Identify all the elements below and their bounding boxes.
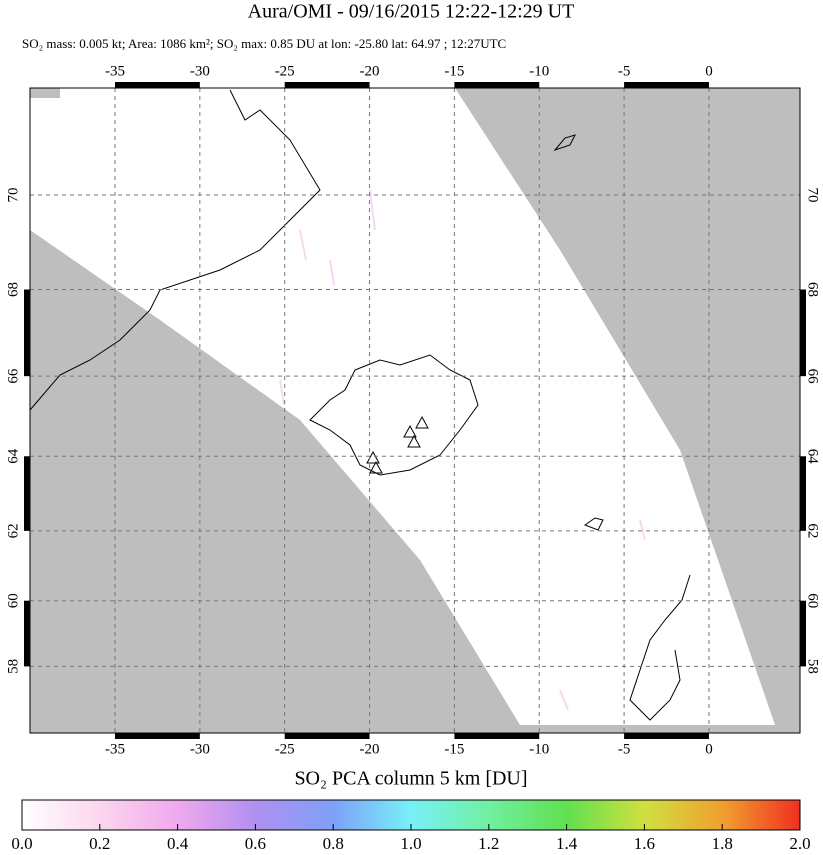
lon-tick-label-bottom: 0 [705, 741, 713, 757]
graticule [30, 88, 800, 733]
colorbar-tick-label: 0.6 [245, 834, 266, 853]
frame-bar [624, 733, 709, 739]
frame-bar [284, 733, 370, 739]
lon-tick-label-bottom: -20 [360, 741, 380, 757]
lon-tick-label-bottom: -25 [275, 741, 295, 757]
lat-tick-label-right: 62 [805, 523, 821, 538]
colorbar-tick-label: 1.6 [634, 834, 655, 853]
faroe-scotland-coast [583, 517, 691, 721]
frame-bar [454, 733, 540, 739]
map-frame [29, 87, 801, 734]
lon-tick-label-top: -20 [360, 63, 380, 79]
lon-tick-label-top: -10 [529, 63, 549, 79]
lat-tick-label-right: 66 [805, 369, 821, 385]
lon-tick-label-top: -35 [105, 63, 125, 79]
lat-tick-label-right: 60 [805, 593, 821, 608]
jan-mayen [553, 134, 576, 152]
colorbar-ticks: 0.0 0.2 0.4 0.6 0.8 1.0 1.2 1.4 1.6 1.8 2.0 [11, 824, 811, 853]
colorbar-label: SO₂ PCA column 5 km [DU] [294, 768, 527, 790]
colorbar-tick-label: 0.2 [89, 834, 110, 853]
lon-tick-label-top: -25 [275, 63, 295, 79]
lat-tick-label-right: 70 [805, 188, 821, 203]
lat-tick-label-left: 70 [5, 188, 21, 203]
title: Aura/OMI - 09/16/2015 12:22-12:29 UT [248, 1, 575, 23]
frame-bar [24, 289, 30, 377]
lat-tick-label-left: 58 [5, 659, 21, 674]
colorbar-tick-label: 1.2 [478, 834, 499, 853]
colorbar-tick-label: 1.8 [712, 834, 733, 853]
frame-bar [115, 733, 200, 739]
frame-bar [454, 82, 540, 88]
lon-tick-label-bottom: -15 [444, 741, 464, 757]
lat-tick-label-left: 62 [5, 523, 21, 538]
frame-bars [24, 82, 806, 739]
lat-tick-label-left: 60 [5, 593, 21, 608]
frame-bar [24, 600, 30, 667]
colorbar-tick-label: 0.8 [323, 834, 344, 853]
lat-tick-label-right: 68 [805, 282, 821, 297]
lon-tick-label-top: 0 [705, 63, 713, 79]
lat-tick-label-left: 64 [5, 448, 21, 464]
frame-bar [800, 456, 806, 531]
frame-bar [800, 289, 806, 377]
swath [30, 88, 775, 725]
tick-labels: -35 -35 -30 -30 -25 -25 -20 -20 -15 -15 -10 -10 -5 -5… [5, 63, 820, 757]
colorbar-tick-label: 2.0 [789, 834, 810, 853]
lon-tick-label-top: -30 [190, 63, 210, 79]
lon-tick-label-top: -15 [444, 63, 464, 79]
colorbar-tick-label: 0.4 [167, 834, 189, 853]
lat-tick-label-right: 58 [805, 659, 821, 674]
frame-bar [284, 82, 370, 88]
frame-bar [800, 600, 806, 667]
lon-tick-label-top: -5 [618, 63, 631, 79]
lon-tick-label-bottom: -5 [618, 741, 631, 757]
lat-tick-label-left: 66 [5, 368, 21, 384]
lat-tick-label-right: 64 [805, 449, 821, 465]
iceland-coast [309, 354, 479, 476]
greenland-coast [29, 89, 321, 411]
lon-tick-label-bottom: -10 [529, 741, 549, 757]
map-area [24, 82, 806, 739]
frame-bar [624, 82, 709, 88]
frame-bar [115, 82, 200, 88]
subtitle: SO₂ mass: 0.005 kt; Area: 1086 km²; SO₂ … [22, 36, 506, 51]
lon-tick-label-bottom: -35 [105, 741, 125, 757]
colorbar-tick-label: 1.4 [556, 834, 578, 853]
frame-bar [24, 456, 30, 531]
so2-signal [279, 189, 646, 711]
lon-tick-label-bottom: -30 [190, 741, 210, 757]
colorbar-tick-label: 0.0 [11, 834, 32, 853]
lat-tick-label-left: 68 [5, 282, 21, 297]
colorbar-tick-label: 1.0 [400, 834, 421, 853]
